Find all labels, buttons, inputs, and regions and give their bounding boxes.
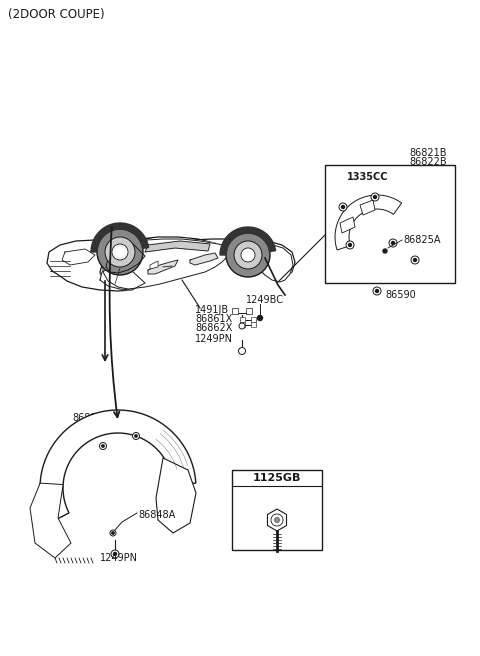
Polygon shape	[148, 260, 178, 274]
Polygon shape	[91, 223, 149, 252]
Polygon shape	[220, 227, 276, 255]
Circle shape	[110, 530, 116, 536]
Text: 86861X: 86861X	[195, 314, 232, 324]
Polygon shape	[150, 261, 158, 269]
Polygon shape	[335, 195, 402, 250]
Circle shape	[371, 193, 379, 201]
Circle shape	[111, 550, 119, 558]
Text: 1249BC: 1249BC	[246, 295, 284, 305]
Circle shape	[241, 248, 255, 262]
Polygon shape	[30, 483, 71, 558]
Polygon shape	[103, 239, 230, 289]
Text: 86848A: 86848A	[138, 510, 175, 520]
Circle shape	[112, 244, 128, 260]
Circle shape	[339, 203, 347, 211]
Circle shape	[341, 205, 345, 209]
Circle shape	[392, 241, 395, 245]
Circle shape	[346, 241, 354, 249]
Circle shape	[373, 195, 376, 199]
Circle shape	[411, 256, 419, 264]
Text: 86812: 86812	[72, 423, 103, 433]
Polygon shape	[232, 308, 238, 314]
Text: 86811: 86811	[72, 413, 103, 423]
Circle shape	[112, 532, 114, 534]
Text: 86590: 86590	[385, 290, 416, 300]
Polygon shape	[240, 243, 293, 282]
Circle shape	[135, 435, 137, 437]
Polygon shape	[251, 317, 256, 322]
Polygon shape	[100, 268, 145, 290]
Circle shape	[113, 552, 117, 556]
Polygon shape	[40, 410, 196, 523]
Circle shape	[271, 514, 283, 526]
Polygon shape	[246, 308, 252, 314]
Bar	[325, 165, 455, 283]
Text: 1249PN: 1249PN	[195, 334, 233, 344]
Circle shape	[348, 243, 351, 247]
Text: 86825A: 86825A	[403, 235, 441, 245]
Text: 1125GB: 1125GB	[253, 473, 301, 483]
Polygon shape	[240, 317, 245, 322]
Circle shape	[239, 323, 245, 329]
Text: (2DOOR COUPE): (2DOOR COUPE)	[8, 8, 105, 21]
Polygon shape	[156, 458, 196, 533]
Bar	[232, 470, 322, 550]
Circle shape	[97, 229, 143, 275]
Polygon shape	[251, 322, 256, 327]
Circle shape	[373, 287, 381, 295]
Circle shape	[413, 258, 417, 262]
Polygon shape	[240, 322, 245, 327]
Circle shape	[275, 518, 279, 522]
Circle shape	[105, 237, 135, 267]
Polygon shape	[267, 509, 287, 531]
Circle shape	[99, 443, 107, 449]
Circle shape	[226, 233, 270, 277]
Circle shape	[132, 432, 140, 440]
Polygon shape	[340, 217, 355, 233]
Polygon shape	[47, 237, 295, 291]
Text: 1491JB: 1491JB	[195, 305, 229, 315]
Circle shape	[389, 239, 397, 247]
Circle shape	[234, 241, 262, 269]
Text: 1249PN: 1249PN	[100, 553, 138, 563]
Text: 86822B: 86822B	[409, 157, 447, 167]
Text: 86821B: 86821B	[409, 148, 447, 158]
Circle shape	[257, 316, 263, 321]
Circle shape	[102, 445, 104, 447]
Circle shape	[375, 289, 379, 293]
Polygon shape	[190, 253, 218, 265]
Text: 86862X: 86862X	[195, 323, 232, 333]
Circle shape	[383, 249, 387, 253]
Text: 1335CC: 1335CC	[347, 172, 388, 182]
Polygon shape	[106, 243, 145, 273]
Polygon shape	[360, 200, 375, 215]
Circle shape	[239, 348, 245, 354]
Polygon shape	[145, 241, 210, 252]
